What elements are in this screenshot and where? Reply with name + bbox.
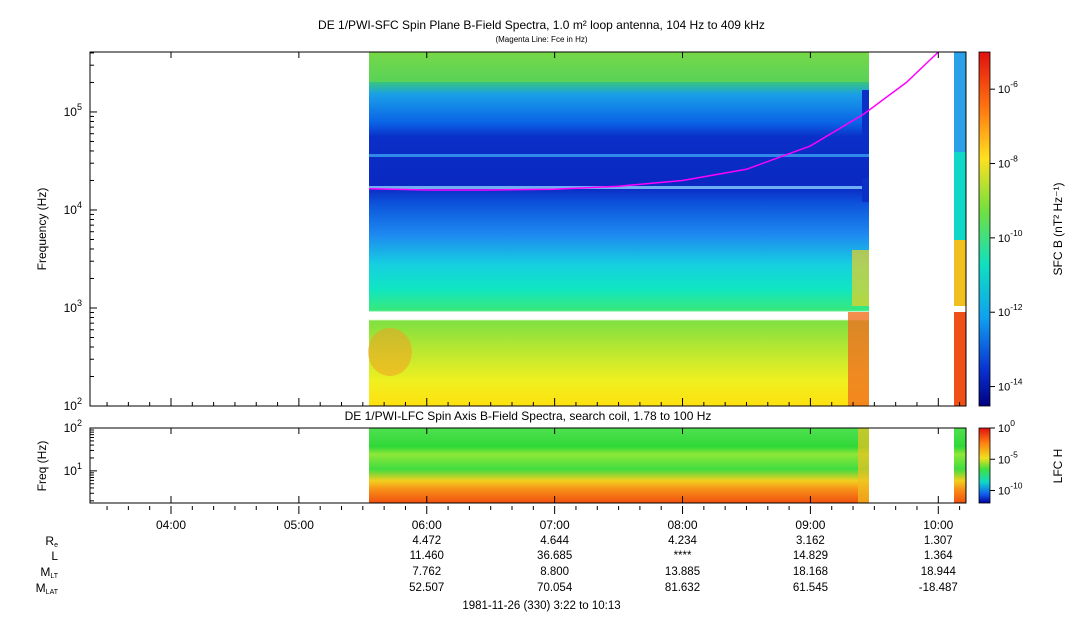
ephemeris-row-label-sub: e bbox=[54, 542, 58, 549]
ephemeris-row-label-text: M bbox=[40, 565, 51, 579]
sfc-colorbar-tick-label: 10-10 bbox=[998, 228, 1023, 245]
time-range-footer: 1981-11-26 (330) 3:22 to 10:13 bbox=[462, 600, 621, 612]
ephemeris-value: 18.168 bbox=[792, 566, 828, 578]
ephemeris-row-label-sub: LAT bbox=[45, 589, 58, 596]
x-tick-label: 10:00 bbox=[923, 518, 953, 532]
lfc-colorbar-tick-label: 10-5 bbox=[998, 449, 1018, 466]
sfc-colorbar bbox=[978, 51, 991, 407]
ephemeris-value: 18.944 bbox=[920, 566, 956, 578]
ephemeris-value: 1.307 bbox=[923, 535, 953, 547]
sfc-subtitle: (Magenta Line: Fce in Hz) bbox=[495, 35, 588, 44]
ephemeris-row-label: MLAT bbox=[36, 581, 58, 596]
ephemeris-row-label: L bbox=[51, 549, 58, 563]
x-tick-label: 09:00 bbox=[795, 518, 825, 532]
ephemeris-value: 61.545 bbox=[792, 582, 828, 594]
ephemeris-value: 11.460 bbox=[409, 550, 444, 562]
sfc-colorbar-tick-label: 10-6 bbox=[998, 79, 1018, 96]
ephemeris-value: 4.644 bbox=[540, 535, 570, 547]
ephemeris-row-label-text: L bbox=[51, 549, 58, 563]
sfc-colorbar-tick-label: 10-14 bbox=[998, 377, 1023, 394]
x-tick-label: 05:00 bbox=[284, 518, 314, 532]
sfc-panel-frame bbox=[89, 51, 967, 407]
lfc-colorbar-tick-label: 10-10 bbox=[998, 481, 1023, 498]
sfc-spectrogram-image bbox=[368, 52, 966, 406]
sfc-y-tick-label: 102 bbox=[64, 396, 82, 413]
ephemeris-row-label-text: R bbox=[45, 534, 55, 548]
ephemeris-value: 4.234 bbox=[668, 535, 697, 547]
colorbar-ticks: 10-6 10-8 10-10 10-12 10-14 100 10-5 10-10 bbox=[990, 79, 1023, 498]
x-axis: 04:00 05:00 06:00 07:00 08:00 09:00 10:00 bbox=[106, 52, 961, 532]
lfc-title: DE 1/PWI-LFC Spin Axis B-Field Spectra, … bbox=[345, 409, 712, 423]
ephemeris-row-label: MLT bbox=[40, 565, 58, 580]
ephemeris-value: 3.162 bbox=[796, 535, 825, 547]
ephemeris-value: 70.054 bbox=[537, 582, 573, 594]
ephemeris-value: 14.829 bbox=[792, 550, 828, 562]
ephemeris-value: 36.685 bbox=[537, 550, 573, 562]
sfc-y-tick-label: 104 bbox=[64, 200, 82, 217]
ephemeris-row-label-text: M bbox=[35, 581, 46, 595]
ephemeris-row-label: Re bbox=[45, 534, 58, 549]
x-tick-label: 04:00 bbox=[156, 518, 186, 532]
lfc-y-tick-label: 102 bbox=[64, 418, 82, 435]
ephemeris-value: 4.472 bbox=[412, 535, 442, 547]
sfc-y-label: Frequency (Hz) bbox=[35, 188, 49, 271]
sfc-title: DE 1/PWI-SFC Spin Plane B-Field Spectra,… bbox=[318, 18, 765, 32]
x-tick-label: 07:00 bbox=[540, 518, 570, 532]
lfc-colorbar bbox=[978, 427, 991, 504]
sfc-colorbar-tick-label: 10-12 bbox=[998, 302, 1023, 319]
fce-line bbox=[369, 51, 939, 191]
lfc-colorbar-label: LFC H bbox=[1051, 449, 1065, 484]
x-tick-label: 08:00 bbox=[668, 518, 698, 532]
lfc-panel-frame bbox=[89, 427, 967, 504]
ephemeris-value: 81.632 bbox=[664, 582, 701, 594]
ephemeris-value: -18.487 bbox=[918, 582, 958, 594]
ephemeris-value: 13.885 bbox=[664, 566, 701, 578]
lfc-y-axis: 101 102 bbox=[64, 418, 97, 502]
x-tick-label: 06:00 bbox=[412, 518, 442, 532]
ephemeris-value: 8.800 bbox=[540, 566, 570, 578]
ephemeris-value: 52.507 bbox=[409, 582, 445, 594]
sfc-y-tick-label: 103 bbox=[64, 298, 82, 315]
sfc-colorbar-tick-label: 10-8 bbox=[998, 154, 1018, 171]
sfc-y-tick-label: 105 bbox=[64, 102, 82, 119]
ephemeris-row-label-sub: LT bbox=[50, 573, 58, 580]
lfc-spectrogram-image bbox=[369, 428, 966, 503]
lfc-y-label: Freq (Hz) bbox=[35, 441, 49, 492]
lfc-y-tick-label: 101 bbox=[64, 461, 82, 478]
sfc-y-axis: 102 103 104 105 bbox=[64, 52, 97, 413]
sfc-colorbar-label: SFC B (nT² Hz⁻¹) bbox=[1051, 183, 1065, 276]
ephemeris-value: **** bbox=[673, 550, 692, 562]
lfc-colorbar-tick-label: 100 bbox=[998, 418, 1015, 435]
ephemeris-value: 7.762 bbox=[412, 566, 442, 578]
ephemeris-value: 1.364 bbox=[923, 550, 953, 562]
